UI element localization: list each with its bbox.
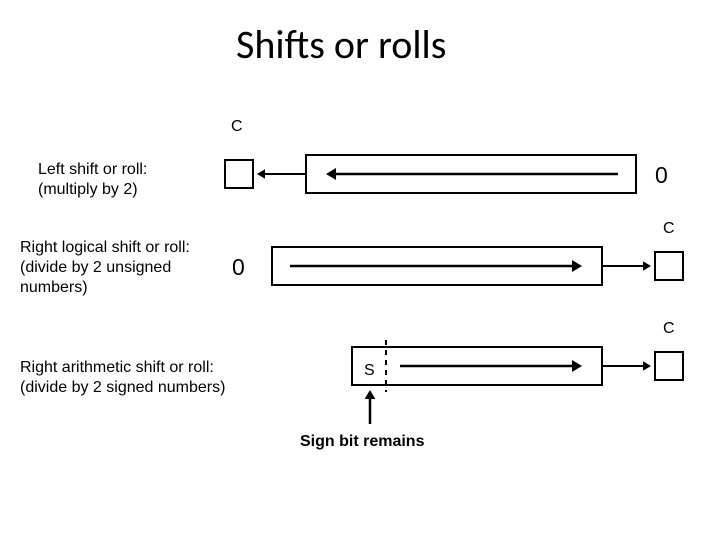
- diagram-svg: [0, 0, 720, 540]
